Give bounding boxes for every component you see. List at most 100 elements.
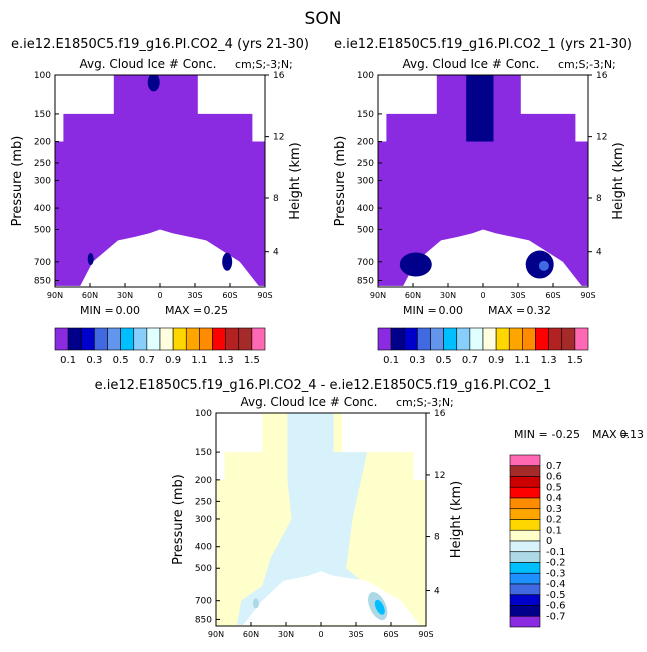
min-value: 0.00 (439, 304, 464, 317)
colorbar-label: 0.3 (86, 355, 102, 366)
field-layer (378, 75, 588, 287)
colorbar-box (509, 615, 541, 628)
x-tick-label: 90S (257, 291, 272, 300)
colorbar-box (509, 454, 541, 467)
colorbar-label: 0.7 (546, 461, 562, 472)
colorbar-box (403, 327, 418, 351)
colorbar-box (574, 327, 589, 351)
colorbar-box (54, 327, 69, 351)
x-tick-label: 30S (348, 630, 363, 639)
colorbar-label: 1.3 (218, 355, 234, 366)
field-title: Avg. Cloud Ice # Conc. (403, 57, 540, 71)
colorbar-label: 0.2 (546, 515, 562, 526)
y-tick-label: 200 (34, 138, 51, 148)
y-tick-label: 300 (34, 176, 51, 186)
y-tick-label: 500 (357, 226, 374, 236)
field-layer (216, 413, 426, 626)
negative-anomaly-core (374, 599, 385, 615)
colorbar-box (509, 486, 541, 499)
colorbar-box (548, 327, 563, 351)
y-tick-label: 400 (357, 204, 374, 214)
colorbar-label: 0.9 (488, 355, 504, 366)
colorbar-box (482, 327, 497, 351)
colorbar-label: -0.6 (546, 601, 566, 612)
colorbar-box (212, 327, 226, 351)
colorbar-label: 1.3 (541, 355, 557, 366)
x-tick-label: 60S (383, 630, 398, 639)
colorbar-label: 1.5 (567, 355, 583, 366)
colorbar-box (199, 327, 213, 351)
colorbar-box (94, 327, 108, 351)
y-tick-label: 500 (34, 226, 51, 236)
field-layer (55, 75, 265, 287)
x-tick-label: 60N (243, 630, 259, 639)
case-title: e.ie12.E1850C5.f19_g16.PI.CO2_1 (yrs 21-… (334, 37, 632, 52)
colorbar-box (509, 540, 541, 553)
colorbar-label: 0.6 (546, 472, 562, 483)
colorbar-label: 0.3 (546, 504, 562, 515)
y-tick-label: 150 (34, 110, 51, 120)
colorbar-box (469, 327, 484, 351)
colorbar-box (509, 497, 541, 510)
y2-tick-label: 4 (596, 248, 602, 258)
y-tick-label: 300 (357, 176, 374, 186)
colorbar-label: 0.7 (139, 355, 155, 366)
y2-tick-label: 12 (596, 133, 607, 143)
units-label: cm;S;-3;N; (558, 58, 616, 71)
y-tick-label: 400 (34, 204, 51, 214)
colorbar-box (509, 519, 541, 531)
ice-feature-upper (466, 75, 494, 142)
y-tick-label: 250 (34, 159, 51, 169)
field-title: Avg. Cloud Ice # Conc. (241, 395, 378, 409)
x-tick-label: 0 (318, 630, 323, 639)
max-value: 0.32 (527, 304, 552, 317)
x-tick-label: 0 (157, 291, 162, 300)
colorbar-box (430, 327, 444, 351)
case-title: e.ie12.E1850C5.f19_g16.PI.CO2_4 - e.ie12… (95, 378, 552, 393)
y-axis-label: Pressure (mb) (171, 474, 186, 565)
colorbar-label: 0.9 (165, 355, 181, 366)
y2-tick-label: 12 (273, 133, 284, 143)
ice-feature-upper (147, 75, 160, 92)
x-tick-label: 30N (440, 291, 456, 300)
colorbar-box (508, 327, 523, 351)
colorbar-box (456, 327, 471, 351)
y-tick-label: 250 (357, 159, 374, 169)
missing-edge-left (216, 452, 225, 480)
colorbar-box (509, 476, 541, 488)
y-tick-label: 500 (195, 564, 212, 574)
y2-tick-label: 12 (434, 471, 445, 481)
y2-tick-label: 16 (434, 409, 446, 419)
colorbar-box (238, 327, 253, 351)
colorbar-label: -0.5 (546, 590, 566, 601)
min-label: MIN = (514, 428, 548, 441)
x-tick-label: 60S (222, 291, 237, 300)
colorbar-label: 0.4 (546, 493, 562, 504)
colorbar-box (225, 327, 240, 351)
units-label: cm;S;-3;N; (396, 396, 454, 409)
max-label: MAX = (488, 304, 525, 317)
negative-anomaly-left (252, 598, 259, 609)
max-value: 0.13 (620, 428, 645, 441)
colorbar-label: -0.1 (546, 547, 566, 558)
colorbar-box (509, 529, 541, 542)
y2-tick-label: 4 (434, 587, 440, 597)
colorbar-box (377, 327, 392, 351)
x-tick-label: 0 (480, 291, 485, 300)
colorbar-label: 1.1 (514, 355, 530, 366)
colorbar-label: 0.1 (383, 355, 399, 366)
missing-top-left (216, 413, 263, 453)
panel-difference: e.ie12.E1850C5.f19_g16.PI.CO2_4 - e.ie12… (95, 378, 644, 639)
y2-tick-label: 16 (596, 71, 608, 81)
y-tick-label: 850 (34, 276, 51, 286)
colorbar-box (509, 508, 541, 520)
colorbar-box (251, 327, 266, 351)
colorbar-box (133, 327, 148, 351)
colorbar-label: 0.5 (113, 355, 129, 366)
colorbar-label: -0.2 (546, 558, 566, 569)
y-tick-label: 850 (357, 276, 374, 286)
y-tick-label: 100 (357, 71, 374, 81)
colorbar-box (535, 327, 549, 351)
colorbar-box (185, 327, 200, 351)
